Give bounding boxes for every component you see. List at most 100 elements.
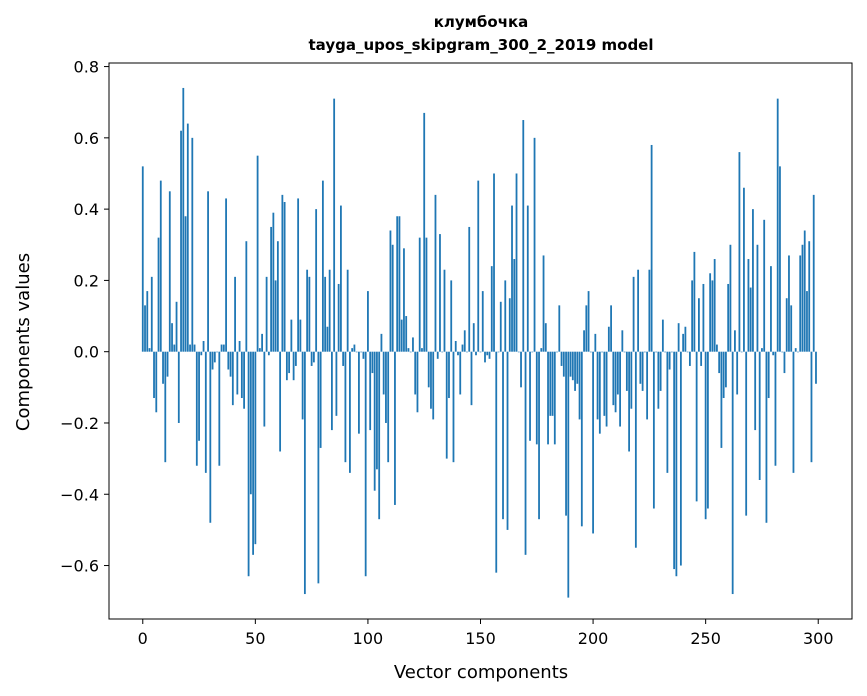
bar — [493, 173, 495, 352]
bar — [211, 351, 214, 370]
bar — [725, 351, 727, 388]
bar — [362, 351, 365, 359]
bar — [650, 144, 653, 352]
bar — [301, 351, 304, 420]
bar — [716, 344, 718, 352]
bar — [544, 323, 547, 352]
bar — [594, 333, 597, 352]
bar — [155, 351, 158, 413]
bar — [517, 351, 520, 353]
bar — [385, 351, 387, 423]
y-tick-label: 0.6 — [74, 129, 99, 148]
bar — [209, 351, 212, 523]
bar — [779, 166, 781, 352]
bar — [470, 351, 473, 406]
bar — [454, 341, 457, 352]
bar — [288, 351, 291, 374]
bar — [276, 241, 279, 352]
bar — [508, 298, 511, 352]
bar — [432, 351, 435, 420]
bar — [603, 351, 606, 416]
bar — [747, 259, 750, 352]
bar — [497, 351, 500, 353]
bar — [292, 351, 295, 381]
x-tick-label: 50 — [245, 629, 265, 648]
bar — [731, 351, 734, 595]
bar — [684, 326, 687, 352]
bar — [605, 351, 608, 427]
bar — [166, 351, 169, 377]
bar — [619, 351, 621, 427]
bar — [632, 276, 635, 352]
bar — [425, 237, 428, 352]
bar — [225, 198, 227, 352]
bar — [272, 212, 275, 352]
bar — [229, 351, 232, 377]
bar — [340, 205, 342, 352]
bar — [207, 191, 209, 352]
bar — [387, 351, 390, 463]
y-tick-label: 0.2 — [74, 271, 99, 290]
bar — [481, 291, 484, 352]
bar — [236, 351, 239, 395]
bar — [270, 226, 273, 352]
bar — [513, 259, 516, 352]
bar — [202, 341, 205, 352]
bar — [421, 348, 423, 352]
bar — [707, 351, 709, 509]
bar — [430, 351, 432, 409]
bar — [308, 276, 311, 352]
y-axis-label: Components values — [13, 253, 34, 431]
bar — [727, 283, 730, 352]
bar — [245, 241, 248, 352]
bar — [376, 351, 378, 470]
bar — [614, 351, 617, 413]
bar — [400, 319, 403, 352]
bars-group — [141, 87, 817, 598]
bar — [634, 351, 637, 548]
bar — [704, 351, 707, 520]
bar — [520, 351, 522, 388]
bar — [360, 351, 363, 353]
bar — [423, 112, 426, 352]
y-tick-label: −0.6 — [60, 557, 99, 576]
bar — [306, 269, 309, 352]
bar — [380, 333, 383, 352]
bar — [752, 209, 754, 352]
bar — [612, 351, 615, 406]
bar — [553, 351, 556, 445]
bar — [461, 344, 464, 352]
bar — [441, 351, 444, 353]
bar — [283, 202, 286, 352]
bar — [535, 351, 538, 445]
bar — [785, 298, 788, 352]
bar — [414, 351, 417, 395]
bar — [652, 351, 655, 509]
bar — [153, 351, 155, 399]
bar — [781, 351, 784, 353]
chart-title: клумбочка — [434, 13, 529, 31]
x-tick-label: 250 — [690, 629, 721, 648]
bar — [596, 351, 599, 420]
bar — [698, 298, 700, 352]
bar — [646, 351, 649, 420]
bar — [790, 305, 793, 352]
bar — [556, 351, 558, 353]
bar — [412, 337, 414, 352]
bar — [171, 323, 173, 352]
bar — [157, 237, 160, 352]
bar — [256, 155, 259, 352]
bar — [515, 173, 518, 352]
bar — [448, 351, 450, 399]
bar — [607, 326, 610, 352]
bar — [436, 351, 439, 359]
bar — [303, 351, 306, 595]
bar — [691, 280, 694, 352]
bar — [628, 351, 630, 452]
bar — [486, 351, 489, 356]
bar — [560, 351, 563, 366]
bar — [569, 351, 572, 377]
bar — [403, 248, 405, 352]
bar — [799, 255, 802, 352]
bar — [583, 330, 585, 352]
